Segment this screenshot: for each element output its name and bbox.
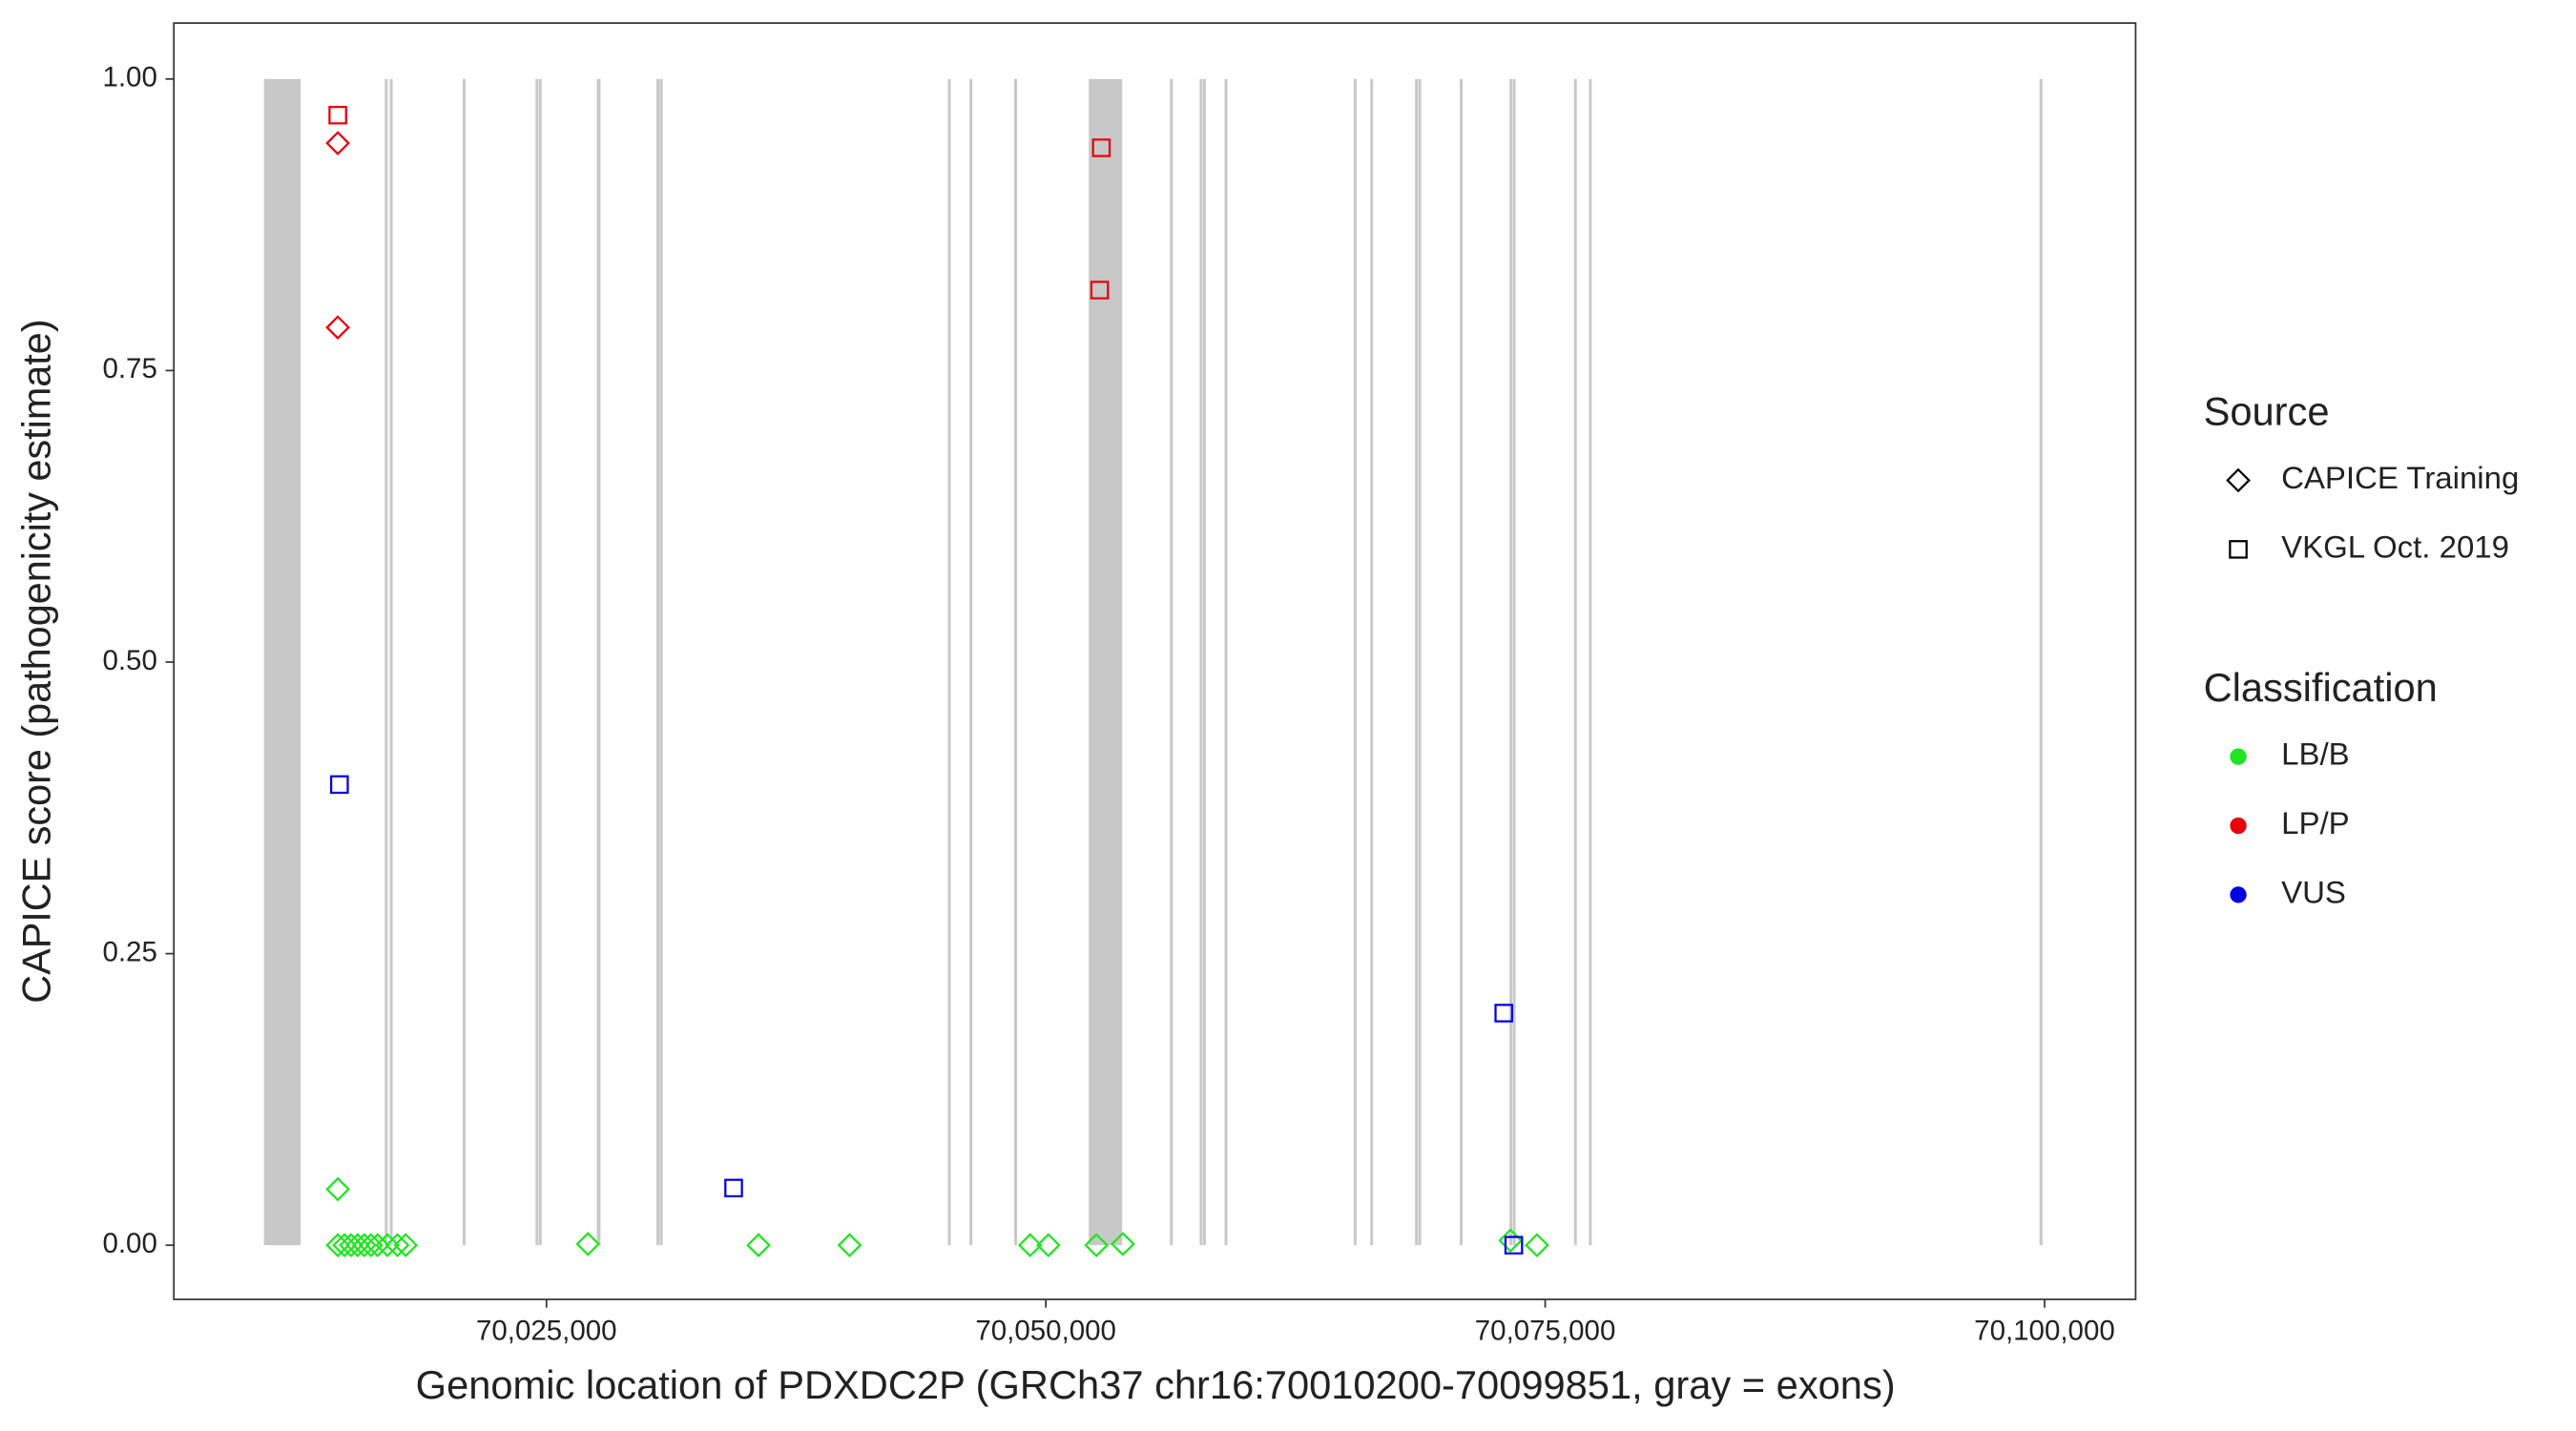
legend-key bbox=[2229, 540, 2248, 559]
exon bbox=[263, 78, 301, 1246]
exon bbox=[596, 78, 601, 1246]
x-tick-label: 70,100,000 bbox=[1974, 1315, 2115, 1346]
exon bbox=[659, 78, 663, 1246]
point bbox=[358, 1233, 384, 1258]
point bbox=[837, 1233, 862, 1258]
y-tick-label: 0.50 bbox=[102, 645, 156, 676]
point bbox=[746, 1233, 771, 1258]
exon bbox=[1014, 78, 1018, 1246]
exon bbox=[389, 78, 393, 1246]
exon bbox=[1415, 78, 1419, 1246]
legend-title: Classification bbox=[2204, 665, 2438, 710]
exon bbox=[1224, 78, 1228, 1246]
point bbox=[325, 131, 350, 156]
legend-key bbox=[2226, 467, 2251, 493]
point bbox=[1084, 1233, 1110, 1258]
x-tick-label: 70,075,000 bbox=[1475, 1315, 1616, 1346]
exon bbox=[1353, 78, 1357, 1246]
point bbox=[329, 775, 349, 795]
exon bbox=[1202, 78, 1206, 1246]
exon bbox=[1418, 78, 1422, 1246]
exon bbox=[1512, 78, 1516, 1246]
x-axis-title: Genomic location of PDXDC2P (GRCh37 chr1… bbox=[416, 1362, 1896, 1407]
point bbox=[1017, 1233, 1043, 1258]
exon bbox=[969, 78, 973, 1246]
exon bbox=[384, 78, 388, 1246]
point bbox=[1111, 1232, 1135, 1256]
point bbox=[1091, 138, 1111, 157]
y-tick-label: 0.25 bbox=[102, 936, 156, 967]
exon bbox=[1589, 78, 1592, 1246]
x-tick-label: 70,025,000 bbox=[476, 1315, 617, 1346]
legend-label: VUS bbox=[2281, 875, 2346, 910]
legend-label: LP/P bbox=[2281, 805, 2349, 840]
point bbox=[328, 105, 347, 125]
exon bbox=[2039, 78, 2043, 1246]
exon bbox=[1573, 78, 1577, 1246]
legend-key bbox=[2230, 817, 2247, 835]
exon bbox=[535, 78, 539, 1246]
y-tick-label: 0.75 bbox=[102, 353, 156, 384]
point bbox=[575, 1232, 601, 1256]
point bbox=[1525, 1233, 1549, 1258]
exon bbox=[462, 78, 466, 1246]
legend-label: CAPICE Training bbox=[2281, 460, 2519, 495]
exon bbox=[1509, 78, 1513, 1246]
point bbox=[325, 1176, 350, 1202]
point bbox=[325, 315, 350, 340]
exon bbox=[656, 78, 660, 1246]
legend-key bbox=[2230, 886, 2247, 903]
point bbox=[1035, 1233, 1061, 1258]
point bbox=[1090, 280, 1110, 300]
exon bbox=[1199, 78, 1203, 1246]
y-tick-label: 0.00 bbox=[102, 1228, 156, 1259]
legend-label: VKGL Oct. 2019 bbox=[2281, 529, 2509, 565]
point bbox=[724, 1178, 743, 1198]
plot-area bbox=[263, 78, 2043, 1246]
exon bbox=[1370, 78, 1374, 1246]
exon bbox=[1170, 78, 1174, 1246]
legend-key bbox=[2230, 748, 2247, 765]
y-tick-label: 1.00 bbox=[102, 62, 156, 93]
point bbox=[384, 1233, 410, 1258]
exon bbox=[1460, 78, 1464, 1246]
point bbox=[364, 1233, 390, 1258]
point bbox=[1494, 1004, 1514, 1023]
legend-title: Source bbox=[2204, 389, 2330, 434]
exon bbox=[1089, 78, 1123, 1246]
legend-label: LB/B bbox=[2281, 736, 2349, 772]
point bbox=[375, 1233, 401, 1258]
exon bbox=[538, 78, 542, 1246]
panel-border bbox=[173, 22, 2137, 1300]
x-tick-label: 70,050,000 bbox=[975, 1315, 1116, 1346]
point bbox=[393, 1233, 419, 1258]
point bbox=[1504, 1235, 1524, 1255]
exon bbox=[947, 78, 951, 1246]
y-axis-title: CAPICE score (pathogenicity estimate) bbox=[14, 319, 59, 1003]
